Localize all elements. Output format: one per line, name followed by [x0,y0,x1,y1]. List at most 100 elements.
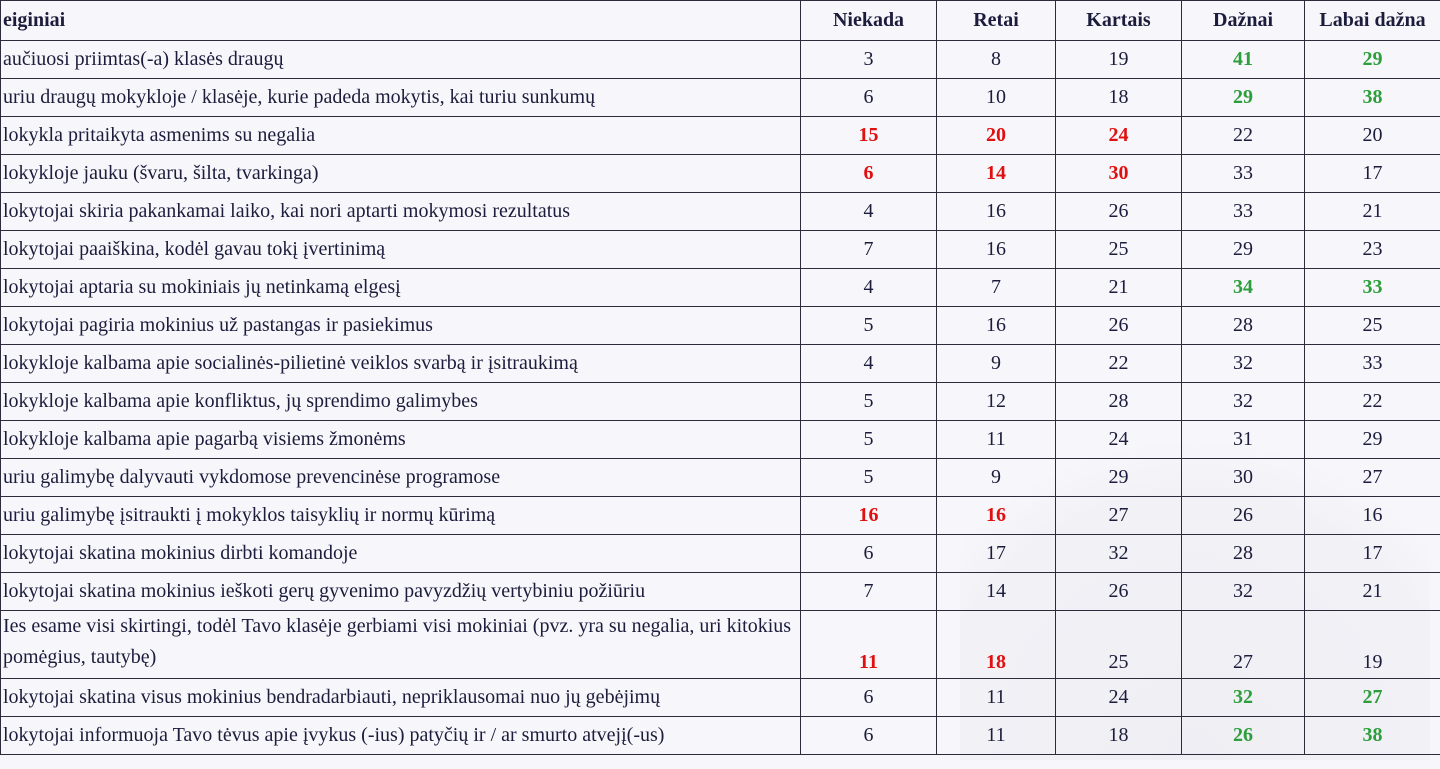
value-cell: 26 [1055,192,1182,231]
value-cell: 4 [800,268,937,307]
value-cell: 8 [936,40,1056,79]
value-cell: 5 [800,382,937,421]
value-cell: 24 [1055,678,1182,717]
value-cell: 28 [1181,306,1305,345]
value-cell: 33 [1304,268,1440,307]
value-cell: 10 [936,78,1056,117]
statement-cell: lokytojai paaiškina, kodėl gavau tokį įv… [0,230,801,269]
value-cell: 32 [1181,382,1305,421]
value-cell: 19 [1304,610,1440,679]
table-row: lokytojai skatina visus mokinius bendrad… [0,678,1440,717]
value-cell: 26 [1055,306,1182,345]
statement-cell: lokykla pritaikyta asmenims su negalia [0,116,801,155]
value-cell: 15 [800,116,937,155]
value-cell: 27 [1304,678,1440,717]
statement-cell: lokytojai skiria pakankamai laiko, kai n… [0,192,801,231]
value-cell: 5 [800,420,937,459]
value-cell: 17 [1304,534,1440,573]
value-cell: 32 [1181,678,1305,717]
table-row: lokytojai paaiškina, kodėl gavau tokį įv… [0,230,1440,269]
value-cell: 3 [800,40,937,79]
header-daznai: Dažnai [1181,0,1305,41]
value-cell: 41 [1181,40,1305,79]
value-cell: 6 [800,154,937,193]
header-niekada: Niekada [800,0,937,41]
statement-cell: uriu draugų mokykloje / klasėje, kurie p… [0,78,801,117]
value-cell: 16 [936,306,1056,345]
value-cell: 28 [1181,534,1305,573]
value-cell: 31 [1181,420,1305,459]
header-kartais: Kartais [1055,0,1182,41]
value-cell: 11 [936,420,1056,459]
value-cell: 16 [1304,496,1440,535]
value-cell: 29 [1055,458,1182,497]
value-cell: 27 [1055,496,1182,535]
value-cell: 4 [800,192,937,231]
table-row: lokykloje kalbama apie pagarbą visiems ž… [0,420,1440,459]
value-cell: 6 [800,716,937,755]
value-cell: 9 [936,458,1056,497]
table-row: uriu galimybę dalyvauti vykdomose preven… [0,458,1440,497]
value-cell: 21 [1304,572,1440,611]
value-cell: 11 [800,610,937,679]
statement-cell: aučiuosi priimtas(-a) klasės draugų [0,40,801,79]
table-row: uriu draugų mokykloje / klasėje, kurie p… [0,78,1440,117]
value-cell: 14 [936,572,1056,611]
value-cell: 6 [800,534,937,573]
statement-cell: lokytojai skatina mokinius dirbti komand… [0,534,801,573]
header-row: eiginiai Niekada Retai Kartais Dažnai La… [0,0,1440,41]
value-cell: 7 [800,572,937,611]
statement-cell: lokytojai pagiria mokinius už pastangas … [0,306,801,345]
statement-cell: Ies esame visi skirtingi, todėl Tavo kla… [0,610,801,679]
value-cell: 19 [1055,40,1182,79]
header-labai-daznai: Labai dažna [1304,0,1440,41]
value-cell: 38 [1304,78,1440,117]
statement-cell: lokykloje kalbama apie pagarbą visiems ž… [0,420,801,459]
value-cell: 16 [800,496,937,535]
header-statement: eiginiai [0,0,801,41]
table-body: aučiuosi priimtas(-a) klasės draugų 3 8 19 4… [0,40,1440,755]
value-cell: 16 [936,230,1056,269]
value-cell: 26 [1055,572,1182,611]
value-cell: 25 [1304,306,1440,345]
value-cell: 20 [1304,116,1440,155]
statement-cell: uriu galimybę įsitraukti į mokyklos tais… [0,496,801,535]
table-row: lokytojai informuoja Tavo tėvus apie įvy… [0,716,1440,755]
value-cell: 6 [800,678,937,717]
value-cell: 32 [1055,534,1182,573]
value-cell: 5 [800,306,937,345]
value-cell: 29 [1304,40,1440,79]
statement-cell: uriu galimybę dalyvauti vykdomose preven… [0,458,801,497]
table-row: uriu galimybę įsitraukti į mokyklos tais… [0,496,1440,535]
table-row: aučiuosi priimtas(-a) klasės draugų 3 8 19 4… [0,40,1440,79]
value-cell: 26 [1181,716,1305,755]
value-cell: 4 [800,344,937,383]
table-row: lokytojai skiria pakankamai laiko, kai n… [0,192,1440,231]
statement-cell: lokykloje kalbama apie konfliktus, jų sp… [0,382,801,421]
value-cell: 24 [1055,420,1182,459]
value-cell: 7 [936,268,1056,307]
value-cell: 25 [1055,230,1182,269]
table-row: Ies esame visi skirtingi, todėl Tavo kla… [0,610,1440,679]
header-retai: Retai [936,0,1056,41]
table-row: lokykloje kalbama apie socialinės-piliet… [0,344,1440,383]
value-cell: 29 [1181,78,1305,117]
table-row: lokytojai skatina mokinius ieškoti gerų … [0,572,1440,611]
value-cell: 24 [1055,116,1182,155]
value-cell: 11 [936,716,1056,755]
statement-cell: lokytojai informuoja Tavo tėvus apie įvy… [0,716,801,755]
value-cell: 28 [1055,382,1182,421]
value-cell: 14 [936,154,1056,193]
value-cell: 29 [1304,420,1440,459]
value-cell: 21 [1055,268,1182,307]
value-cell: 38 [1304,716,1440,755]
value-cell: 9 [936,344,1056,383]
value-cell: 16 [936,192,1056,231]
table-row: lokytojai aptaria su mokiniais jų netink… [0,268,1440,307]
value-cell: 27 [1181,610,1305,679]
statement-cell: lokytojai aptaria su mokiniais jų netink… [0,268,801,307]
value-cell: 22 [1055,344,1182,383]
table-row: lokytojai skatina mokinius dirbti komand… [0,534,1440,573]
value-cell: 25 [1055,610,1182,679]
table-row: lokykla pritaikyta asmenims su negalia 15… [0,116,1440,155]
